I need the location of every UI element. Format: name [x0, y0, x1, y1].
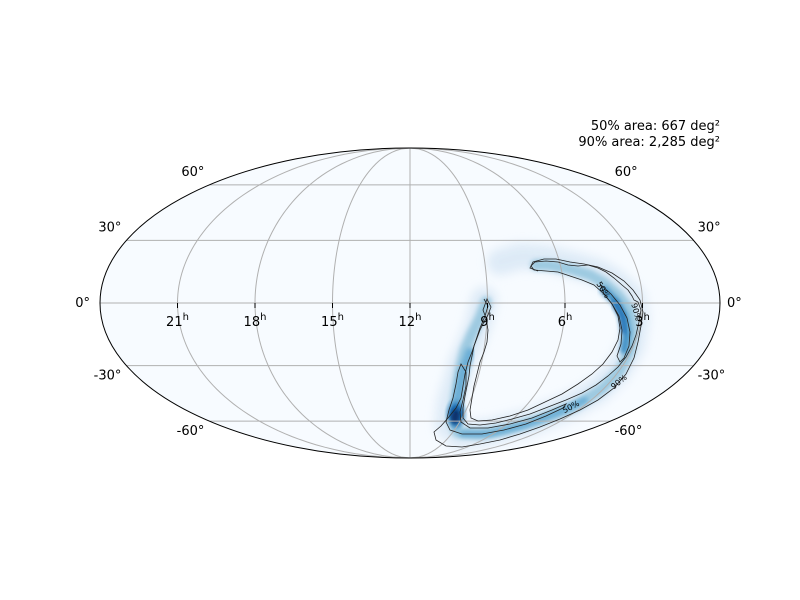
dec-tick-label-left: 60°	[181, 165, 204, 180]
ra-tick-label: 21h	[166, 312, 189, 330]
contour-90-outer	[433, 258, 644, 448]
dec-tick-label-left: -60°	[177, 424, 205, 439]
contour-90	[433, 258, 644, 448]
dec-tick-label-right: -60°	[615, 424, 643, 439]
ra-tick-label: 15h	[321, 312, 344, 330]
contour-50	[445, 283, 631, 435]
area-50-label: 50% area: 667 deg²	[590, 119, 720, 134]
probability-density	[435, 243, 649, 449]
dec-tick-label-left: -30°	[94, 369, 122, 384]
contour-90-outline	[462, 260, 642, 426]
sky-border	[99, 147, 721, 459]
ra-axis: 21h 18h 15h 12h 9h 6h 3h	[166, 303, 650, 330]
dec-tick-label-left: 30°	[98, 220, 121, 235]
ra-tick-label: 9h	[480, 312, 495, 330]
ra-tick-label: 6h	[558, 312, 573, 330]
contour-50-left	[445, 363, 568, 435]
dec-tick-label-left: 0°	[75, 296, 90, 311]
dec-axis: 60° 60° 30° 30° 0° 0° -30° -30° -60° -60°	[75, 165, 742, 439]
dec-tick-label-right: 60°	[615, 165, 638, 180]
dec-tick-label-right: -30°	[698, 369, 726, 384]
dec-tick-label-right: 0°	[727, 296, 742, 311]
contour-50-right	[600, 283, 631, 363]
ra-tick-label: 18h	[244, 312, 267, 330]
density-right-core	[611, 299, 627, 335]
density-hotspot-core	[451, 412, 459, 424]
ra-tick-label: 12h	[399, 312, 422, 330]
ra-tick-label: 3h	[635, 312, 650, 330]
dec-tick-label-right: 30°	[698, 220, 721, 235]
area-90-label: 90% area: 2,285 deg²	[578, 135, 720, 150]
